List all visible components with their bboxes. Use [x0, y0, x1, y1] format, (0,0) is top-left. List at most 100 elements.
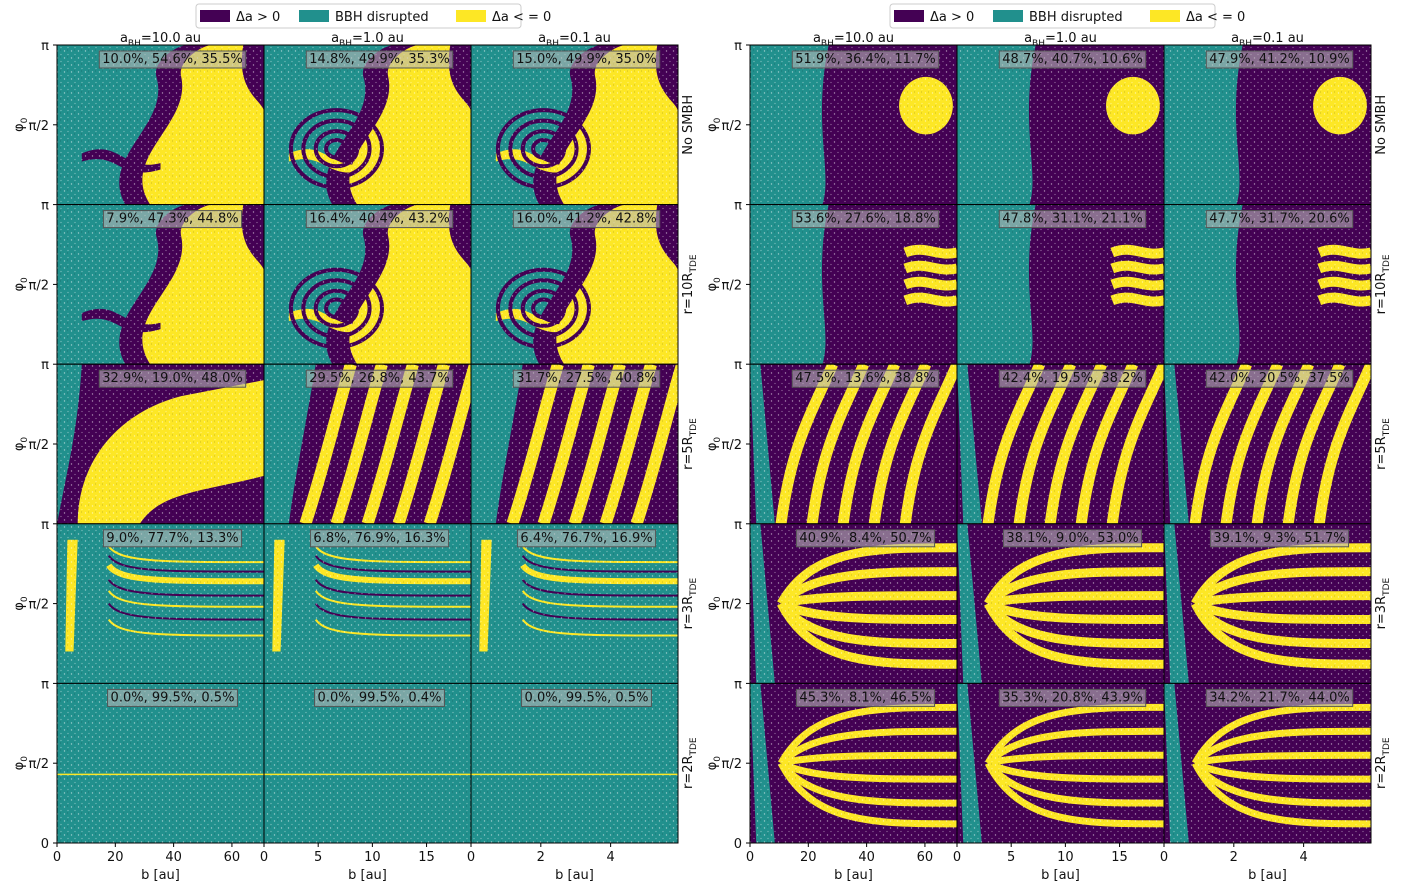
- annotation: 7.9%, 47.3%, 44.8%: [103, 211, 241, 228]
- subplot: [957, 683, 1164, 843]
- row-label-sub: TDE: [689, 418, 699, 437]
- x-tick-label: 5: [1007, 850, 1015, 865]
- annotation: 16.4%, 40.4%, 43.2%: [306, 211, 452, 228]
- y-tick-label: π: [41, 518, 49, 533]
- annotation: 47.7%, 31.7%, 20.6%: [1206, 211, 1352, 228]
- annotation: 39.1%, 9.3%, 51.7%: [1210, 530, 1348, 547]
- legend-label: Δa < = 0: [492, 10, 551, 25]
- column-title-main: a: [1231, 31, 1239, 46]
- column-title-main: a: [538, 31, 546, 46]
- annotation: 9.0%, 77.7%, 13.3%: [103, 530, 241, 547]
- annotation: 51.9%, 36.4%, 11.7%: [792, 51, 938, 68]
- annotation: 31.7%, 27.5%, 40.8%: [513, 370, 659, 387]
- annotation: 16.0%, 41.2%, 42.8%: [513, 211, 659, 228]
- row-label-main: r=2R: [681, 755, 696, 789]
- row-label-main: r=5R: [1374, 436, 1389, 470]
- y-tick-label: π: [41, 358, 49, 373]
- y-axis-label: φ0: [12, 437, 30, 452]
- annotation-text: 51.9%, 36.4%, 11.7%: [795, 52, 935, 67]
- subplot: [957, 364, 1164, 524]
- column-title-main: a: [813, 31, 821, 46]
- speckle: [471, 683, 678, 843]
- x-tick-label: 2: [1230, 850, 1238, 865]
- legend-label: Δa < = 0: [1186, 10, 1245, 25]
- speckle: [957, 683, 1164, 843]
- legend-swatch: [299, 10, 329, 22]
- x-tick-label: 0: [260, 850, 268, 865]
- annotation-text: 16.0%, 41.2%, 42.8%: [516, 212, 656, 227]
- subplot: [957, 205, 1164, 365]
- annotation: 10.0%, 54.6%, 35.5%: [99, 51, 245, 68]
- row-label: r=5RTDE: [1374, 418, 1392, 470]
- column-title-rest: =1.0 au: [1045, 31, 1097, 46]
- y-axis-label-main: φ: [12, 762, 27, 771]
- speckle: [264, 205, 471, 365]
- x-tick-label: 0: [467, 850, 475, 865]
- column-title-rest: =10.0 au: [141, 31, 201, 46]
- annotation: 40.9%, 8.4%, 50.7%: [796, 530, 934, 547]
- annotation-text: 42.0%, 20.5%, 37.5%: [1209, 371, 1349, 386]
- subplot: [750, 45, 957, 205]
- subplot: [1164, 683, 1371, 843]
- subplot: [264, 524, 471, 684]
- annotation: 47.9%, 41.2%, 10.9%: [1206, 51, 1352, 68]
- row-label-sub: TDE: [1382, 577, 1392, 596]
- row-label-main: No SMBH: [1374, 95, 1389, 155]
- annotation-text: 10.0%, 54.6%, 35.5%: [102, 52, 242, 67]
- speckle: [957, 45, 1164, 205]
- annotation-text: 6.8%, 76.9%, 16.3%: [313, 531, 445, 546]
- column-title-main: a: [1024, 31, 1032, 46]
- annotation: 38.1%, 9.0%, 53.0%: [1003, 530, 1141, 547]
- annotation-text: 9.0%, 77.7%, 13.3%: [106, 531, 238, 546]
- annotation-text: 39.1%, 9.3%, 51.7%: [1213, 531, 1345, 546]
- subplot: [471, 364, 682, 524]
- annotation-text: 6.4%, 76.7%, 16.9%: [520, 531, 652, 546]
- subplot: [57, 205, 264, 365]
- y-tick-label: π: [41, 39, 49, 54]
- speckle: [471, 45, 678, 205]
- annotation: 29.5%, 26.8%, 43.7%: [306, 370, 452, 387]
- speckle: [1164, 524, 1371, 684]
- legend-swatch: [200, 10, 230, 22]
- y-tick-label: π: [734, 199, 742, 214]
- annotation: 0.0%, 99.5%, 0.5%: [108, 689, 238, 706]
- y-axis-label: φ0: [12, 756, 30, 771]
- y-axis-label: φ0: [705, 277, 723, 292]
- x-tick-label: 2: [537, 850, 545, 865]
- y-axis-label-sub: 0: [20, 117, 30, 123]
- row-label-sub: TDE: [1382, 254, 1392, 273]
- speckle: [57, 205, 264, 365]
- row-label-main: No SMBH: [681, 95, 696, 155]
- y-axis-label-main: φ: [705, 443, 720, 452]
- speckle: [471, 524, 678, 684]
- column-title-rest: =0.1 au: [559, 31, 611, 46]
- subplot: [264, 205, 471, 365]
- annotation: 0.0%, 99.5%, 0.5%: [522, 689, 652, 706]
- x-axis-label: b [au]: [555, 868, 594, 883]
- y-tick-label: π/2: [722, 757, 742, 772]
- x-tick-label: 40: [858, 850, 875, 865]
- annotation-text: 0.0%, 99.5%, 0.5%: [525, 690, 649, 705]
- annotation-text: 47.5%, 13.6%, 38.8%: [795, 371, 935, 386]
- annotation-text: 47.8%, 31.1%, 21.1%: [1002, 212, 1142, 227]
- speckle: [471, 364, 678, 524]
- y-axis-label-sub: 0: [20, 756, 30, 762]
- y-tick-label: π: [41, 677, 49, 692]
- annotation: 6.4%, 76.7%, 16.9%: [517, 530, 655, 547]
- x-tick-label: 5: [314, 850, 322, 865]
- annotation-text: 32.9%, 19.0%, 48.0%: [102, 371, 242, 386]
- y-tick-label: π: [734, 518, 742, 533]
- x-tick-label: 0: [953, 850, 961, 865]
- annotation: 47.8%, 31.1%, 21.1%: [999, 211, 1145, 228]
- speckle: [57, 45, 264, 205]
- subplot: [57, 683, 264, 843]
- row-label: r=2RTDE: [1374, 737, 1392, 789]
- x-axis-label: b [au]: [348, 868, 387, 883]
- annotation-text: 14.8%, 49.9%, 35.3%: [309, 52, 449, 67]
- row-label-main: r=2R: [1374, 755, 1389, 789]
- row-label: r=5RTDE: [681, 418, 699, 470]
- speckle: [57, 683, 264, 843]
- x-tick-label: 10: [364, 850, 381, 865]
- x-tick-label: 4: [606, 850, 614, 865]
- y-tick-label: π/2: [722, 119, 742, 134]
